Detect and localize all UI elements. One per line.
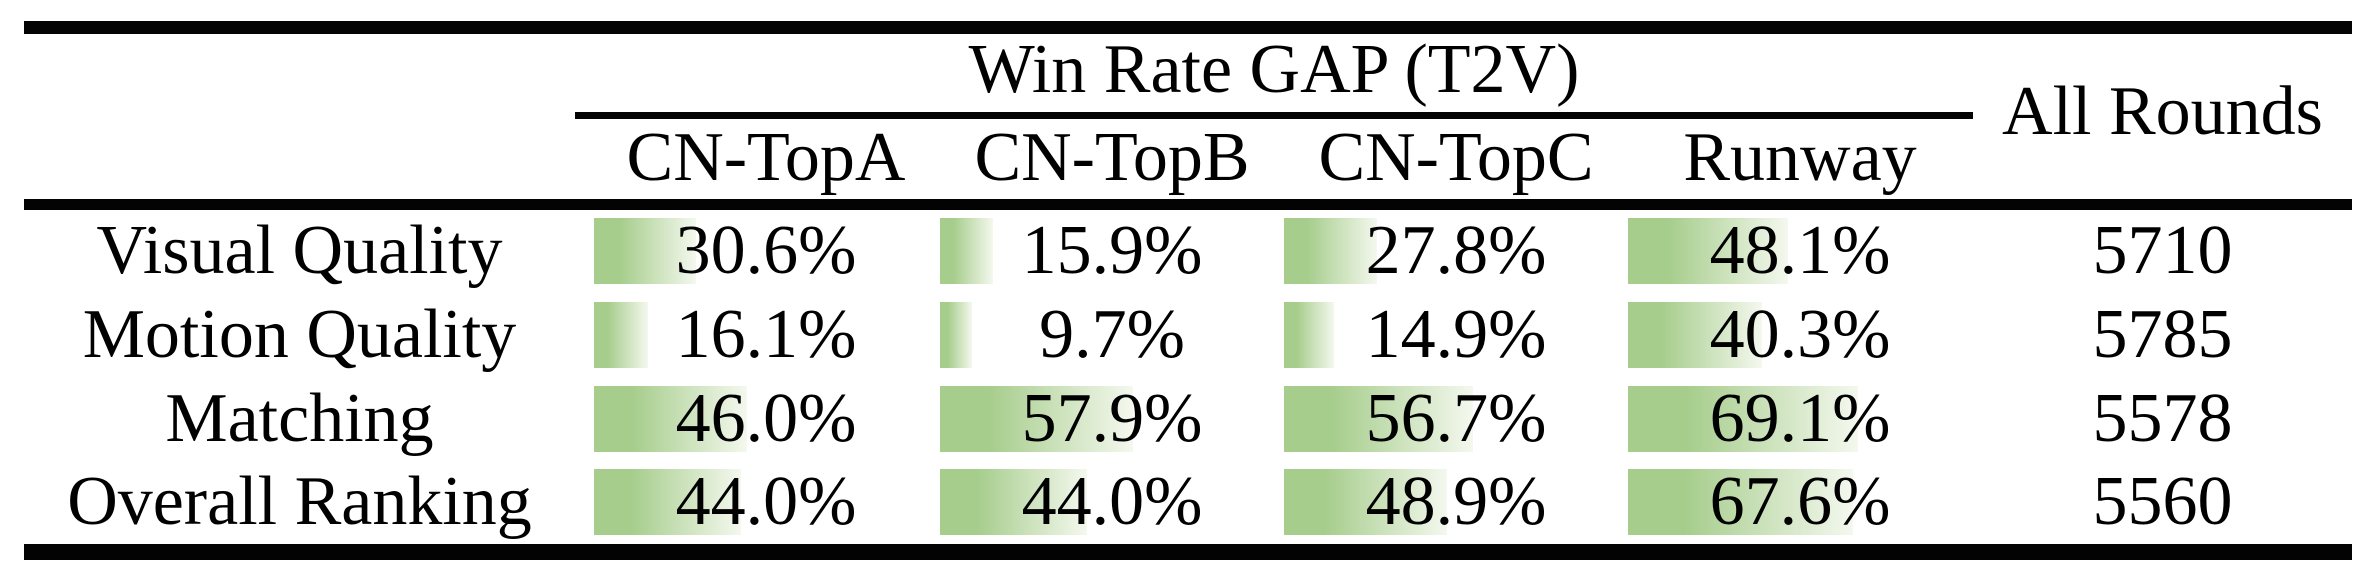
win-rate-value: 30.6% [675, 212, 857, 289]
group-header-underline [575, 112, 1973, 119]
all-rounds-value: 5785 [2092, 296, 2233, 373]
win-rate-bar [1284, 218, 1377, 284]
row-label-matching: Matching [165, 380, 434, 457]
win-rate-bar [594, 386, 748, 452]
win-rate-cell: 48.1% [1628, 209, 1972, 293]
row-label-overall-ranking: Overall Ranking [67, 463, 532, 540]
row-label-visual-quality: Visual Quality [96, 212, 503, 289]
win-rate-bar [1628, 469, 1854, 535]
win-rate-cell: 27.8% [1284, 209, 1628, 293]
win-rate-value: 9.7% [1039, 296, 1185, 373]
all-rounds-value: 5710 [2092, 212, 2233, 289]
win-rate-cell: 16.1% [594, 293, 938, 377]
column-header-cn-topc: CN-TopC [1318, 119, 1594, 196]
win-rate-value: 15.9% [1021, 212, 1203, 289]
header-rule [24, 199, 2352, 210]
win-rate-bar [1284, 302, 1334, 368]
win-rate-value: 67.6% [1709, 463, 1891, 540]
win-rate-cell: 30.6% [594, 209, 938, 293]
win-rate-cell: 44.0% [940, 460, 1284, 544]
win-rate-value: 69.1% [1709, 380, 1891, 457]
win-rate-cell: 57.9% [940, 377, 1284, 461]
column-header-cn-topb: CN-TopB [974, 119, 1250, 196]
win-rate-value: 56.7% [1365, 380, 1547, 457]
win-rate-cell: 14.9% [1284, 293, 1628, 377]
win-rate-value: 44.0% [675, 463, 857, 540]
group-header-title: Win Rate GAP (T2V) [968, 31, 1580, 108]
win-rate-bar [940, 302, 973, 368]
win-rate-value: 48.1% [1709, 212, 1891, 289]
win-rate-bar [1628, 386, 1859, 452]
win-rate-cell: 40.3% [1628, 293, 1972, 377]
column-header-runway: Runway [1683, 119, 1917, 196]
win-rate-cell: 56.7% [1284, 377, 1628, 461]
win-rate-cell: 46.0% [594, 377, 938, 461]
win-rate-cell: 9.7% [940, 293, 1284, 377]
win-rate-bar [1628, 302, 1763, 368]
win-rate-bar [1284, 386, 1473, 452]
win-rate-bar [940, 469, 1087, 535]
win-rate-bar [1284, 469, 1447, 535]
win-rate-value: 40.3% [1709, 296, 1891, 373]
bottom-rule [24, 544, 2352, 560]
win-rate-value: 27.8% [1365, 212, 1547, 289]
win-rate-value: 48.9% [1365, 463, 1547, 540]
win-rate-value: 57.9% [1021, 380, 1203, 457]
win-rate-value: 44.0% [1021, 463, 1203, 540]
top-rule [24, 21, 2352, 34]
win-rate-cell: 69.1% [1628, 377, 1972, 461]
column-header-cn-topa: CN-TopA [626, 119, 906, 196]
win-rate-cell: 67.6% [1628, 460, 1972, 544]
row-label-motion-quality: Motion Quality [82, 296, 517, 373]
win-rate-bar [594, 218, 696, 284]
win-rate-value: 46.0% [675, 380, 857, 457]
win-rate-cell: 48.9% [1284, 460, 1628, 544]
win-rate-value: 14.9% [1365, 296, 1547, 373]
win-rate-value: 16.1% [675, 296, 857, 373]
win-rate-bar [940, 218, 993, 284]
all-rounds-value: 5578 [2092, 380, 2233, 457]
win-rate-bar [594, 469, 741, 535]
win-rate-bar [594, 302, 648, 368]
win-rate-cell: 44.0% [594, 460, 938, 544]
column-header-all-rounds: All Rounds [2002, 73, 2323, 150]
win-rate-cell: 15.9% [940, 209, 1284, 293]
all-rounds-value: 5560 [2092, 463, 2233, 540]
win-rate-bar [1628, 218, 1789, 284]
win-rate-bar [940, 386, 1133, 452]
